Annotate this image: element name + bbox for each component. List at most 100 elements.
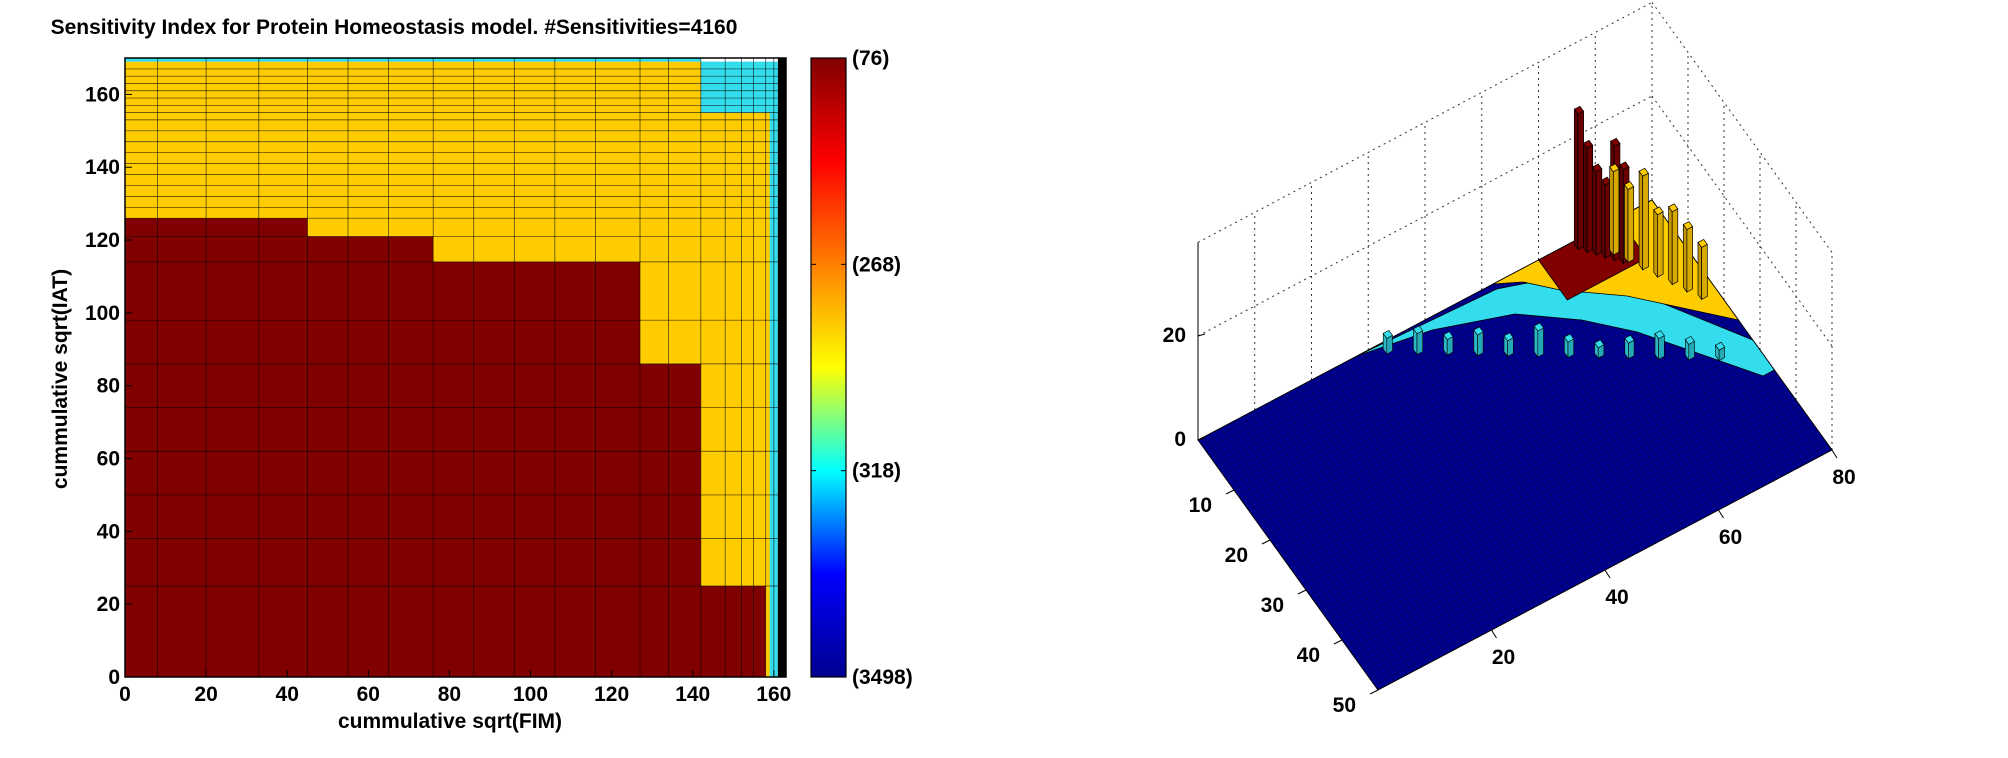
mesh-line	[1430, 316, 1611, 568]
mesh-line	[1302, 344, 1757, 586]
mesh-line	[1305, 349, 1761, 591]
3d-tick-labels: 10 20 30 40 50 20 40 60 80 0 20	[1163, 324, 1856, 717]
u-tick-label: 40	[1297, 644, 1320, 667]
heatmap-region-yellow	[700, 363, 778, 586]
x-tick-label: 100	[513, 683, 548, 706]
z-tick-mark	[1197, 437, 1206, 441]
bar3d-face	[1612, 168, 1620, 256]
mesh-line	[1345, 404, 1800, 646]
mesh-line	[1248, 412, 1430, 664]
colorbar	[810, 57, 847, 678]
cyan-bar	[1443, 331, 1454, 340]
mesh-line	[1464, 298, 1645, 550]
bar3d-face	[1682, 223, 1688, 294]
mesh-line	[1390, 337, 1572, 589]
x-tick-label: 60	[357, 683, 380, 706]
u-tick-mark	[1297, 589, 1307, 595]
y-tick-label: 120	[85, 229, 120, 252]
mesh-line	[1269, 299, 1725, 541]
mesh-line	[1226, 424, 1407, 676]
colorbar-label: (318)	[852, 460, 901, 483]
bar3d-top	[1653, 206, 1664, 216]
mesh-line	[1260, 406, 1441, 658]
mesh-line	[1349, 409, 1804, 651]
mesh-line	[1316, 376, 1498, 628]
mesh-line	[1470, 295, 1651, 547]
x-tick-label: 140	[675, 683, 710, 706]
cyan-bar	[1563, 333, 1575, 343]
mesh-line	[1492, 283, 1674, 535]
cyan-bar	[1537, 327, 1544, 358]
u-tick-label: 30	[1261, 594, 1284, 617]
mesh-line	[1339, 364, 1521, 616]
x-tick-label: 120	[594, 683, 629, 706]
mesh-line	[1367, 434, 1822, 676]
heatmap-region-red	[125, 218, 308, 237]
mesh-line	[1273, 304, 1728, 546]
heatmap-region-yellow	[433, 236, 778, 262]
mesh-line	[1356, 419, 1811, 661]
mesh-line	[1385, 340, 1566, 592]
x-tick-label: 160	[756, 683, 791, 706]
y-axis-label: cummulative sqrt(IAT)	[49, 269, 72, 489]
v-tick-mark	[1491, 629, 1497, 639]
bar3d-face	[1668, 205, 1673, 286]
mesh-line	[1373, 346, 1555, 598]
bar3d-face	[1653, 208, 1658, 279]
bar3d-top	[1573, 105, 1585, 115]
z-tick-label: 0	[1174, 428, 1186, 451]
v-tick-mark	[1604, 569, 1611, 579]
mesh-line	[1313, 359, 1768, 601]
heatmap-region-yellow	[640, 261, 778, 364]
mesh-line	[1481, 289, 1662, 541]
heatmap-regions	[125, 58, 786, 677]
x-axis-label: cummulative sqrt(FIM)	[338, 710, 562, 733]
y-tick-label: 80	[97, 375, 120, 398]
mesh-line	[1254, 409, 1435, 661]
x-tick-label: 0	[119, 683, 131, 706]
mesh-line	[1504, 277, 1685, 529]
mesh-line	[1203, 436, 1384, 688]
u-tick-mark	[1261, 539, 1271, 545]
mesh-line	[1396, 334, 1577, 586]
cyan-bar	[1658, 335, 1665, 360]
v-tick-mark	[1718, 509, 1724, 519]
mesh-line	[1370, 439, 1825, 681]
heatmap-region-yellow	[307, 218, 778, 237]
colorbar-label: (268)	[852, 253, 901, 276]
guide-line	[1651, 2, 1833, 253]
bar3d-face	[1577, 110, 1584, 251]
mesh-line	[1363, 429, 1818, 671]
cyan-bar	[1715, 341, 1726, 351]
mesh-line	[1282, 394, 1464, 646]
v-tick-label: 60	[1719, 526, 1742, 549]
y-tick-label: 60	[97, 448, 120, 471]
heatmap-frame	[124, 57, 787, 678]
bar3d-face	[1609, 165, 1614, 257]
bar3d-face	[1601, 179, 1606, 259]
bar3d-top	[1638, 167, 1649, 177]
cyan-bar	[1412, 325, 1424, 335]
heatmap-region-black	[777, 58, 786, 677]
mesh-line	[1333, 367, 1515, 619]
mesh-line	[1327, 379, 1782, 621]
bar3d-top	[1668, 203, 1679, 213]
bar3d-top	[1682, 221, 1694, 231]
mesh-line	[1277, 397, 1458, 649]
mesh-line	[1271, 400, 1452, 652]
bar3d-face	[1686, 226, 1693, 293]
mesh-line	[1487, 286, 1668, 538]
bar3d-chart: 10 20 30 40 50 20 40 60 80 0 20	[1163, 1, 1856, 717]
x-tick-label: 80	[438, 683, 461, 706]
3d-bars	[1537, 105, 1708, 301]
bar3d-face	[1619, 163, 1624, 265]
bar3d-top	[1591, 163, 1603, 173]
heatmap-region-cyan	[125, 58, 701, 62]
bar3d-face	[1592, 165, 1597, 257]
z-tick-mark	[1197, 333, 1206, 337]
bar3d-top	[1609, 163, 1620, 173]
mesh-line	[1287, 324, 1743, 566]
u-tick-mark	[1333, 639, 1343, 645]
bar3d-face	[1642, 172, 1649, 271]
mesh-line	[1379, 343, 1560, 595]
